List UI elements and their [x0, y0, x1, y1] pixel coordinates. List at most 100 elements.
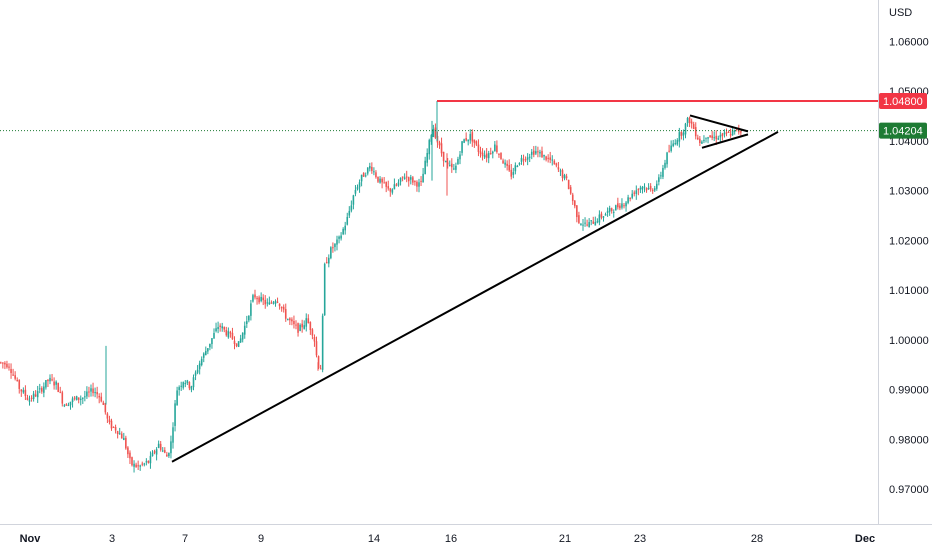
candle-body [658, 177, 660, 182]
candle-body [194, 372, 197, 376]
candle-body [233, 340, 236, 345]
candle-body [356, 187, 359, 190]
candle-body [350, 205, 353, 211]
candle-body [309, 322, 312, 331]
candle-body [289, 318, 291, 321]
candle-body [223, 326, 226, 330]
candle-body [141, 463, 144, 465]
candle-body [168, 452, 170, 457]
candle-body [69, 401, 72, 406]
candle-body [192, 377, 195, 388]
candle-body [164, 450, 166, 453]
candle-body [649, 185, 652, 190]
resistance-price-badge: 1.04800 [883, 96, 923, 108]
candle-body [723, 132, 726, 135]
candle-body [235, 343, 238, 347]
candle-body [530, 151, 533, 155]
candle-body [262, 297, 264, 301]
candle-body [719, 135, 722, 138]
candle-body [588, 222, 590, 228]
candle-body [373, 171, 375, 173]
candle-body [362, 172, 365, 177]
candle-body [59, 391, 62, 393]
candle-body [248, 315, 250, 321]
candle-body [617, 203, 619, 208]
candle-body [393, 184, 396, 190]
candle-body [561, 170, 564, 178]
candle-body [6, 363, 8, 368]
candle-body [282, 306, 285, 310]
candle-body [674, 143, 677, 145]
candle-body [672, 143, 674, 147]
candle-body [653, 188, 656, 191]
candle-body [692, 124, 695, 130]
candle-body [332, 247, 334, 249]
candle-body [377, 176, 379, 182]
candle-body [221, 326, 223, 329]
candle-body [615, 205, 617, 211]
candle-body [717, 138, 720, 140]
candle-body [211, 338, 213, 345]
candle-body [557, 167, 560, 170]
candle-body [733, 129, 736, 132]
price-tick-label: 1.02000 [889, 235, 929, 247]
candle-body [120, 433, 123, 439]
candle-body [24, 389, 27, 397]
candle-body [170, 441, 172, 454]
candle-body [541, 150, 543, 158]
candle-body [106, 413, 109, 419]
candle-body [381, 178, 383, 183]
candle-body [51, 379, 53, 381]
candle-body [594, 222, 597, 226]
candle-body [711, 135, 713, 138]
candle-body [401, 176, 404, 178]
candle-body [547, 157, 549, 159]
candle-body [651, 189, 654, 191]
candle-body [151, 452, 154, 457]
candle-body [516, 165, 519, 167]
candle-body [137, 465, 139, 467]
candle-body [625, 202, 627, 207]
candle-body [26, 397, 29, 400]
candle-body [272, 302, 275, 304]
candle-body [49, 377, 51, 382]
candle-body [407, 177, 410, 182]
candle-body [448, 164, 451, 166]
candle-body [551, 159, 554, 161]
candle-body [442, 151, 445, 162]
candle-body [32, 393, 35, 399]
candle-body [123, 437, 125, 440]
candle-body [239, 338, 242, 343]
candle-body [688, 117, 691, 123]
candle-body [8, 366, 10, 368]
candle-body [524, 159, 527, 161]
candle-body [666, 152, 668, 165]
candle-body [592, 221, 595, 224]
candle-body [157, 443, 160, 448]
candle-body [215, 328, 217, 332]
candle-body [229, 332, 232, 334]
candle-body [498, 153, 500, 155]
candle-body [416, 181, 418, 187]
candle-body [500, 152, 502, 159]
candle-body [305, 318, 308, 327]
candle-body [510, 169, 513, 177]
candle-body [38, 388, 41, 390]
candle-body [73, 397, 76, 399]
candle-body [4, 362, 6, 365]
candle-body [455, 165, 457, 170]
candle-body [96, 392, 98, 395]
candle-body [41, 388, 43, 392]
candle-body [196, 369, 199, 373]
candle-body [256, 297, 258, 300]
candle-body [360, 174, 363, 182]
candle-body [178, 387, 180, 390]
candle-body [701, 141, 703, 144]
candle-body [10, 368, 12, 374]
candle-body [518, 162, 521, 165]
candle-body [16, 380, 18, 382]
candle-body [61, 392, 64, 404]
candle-body [619, 205, 621, 209]
